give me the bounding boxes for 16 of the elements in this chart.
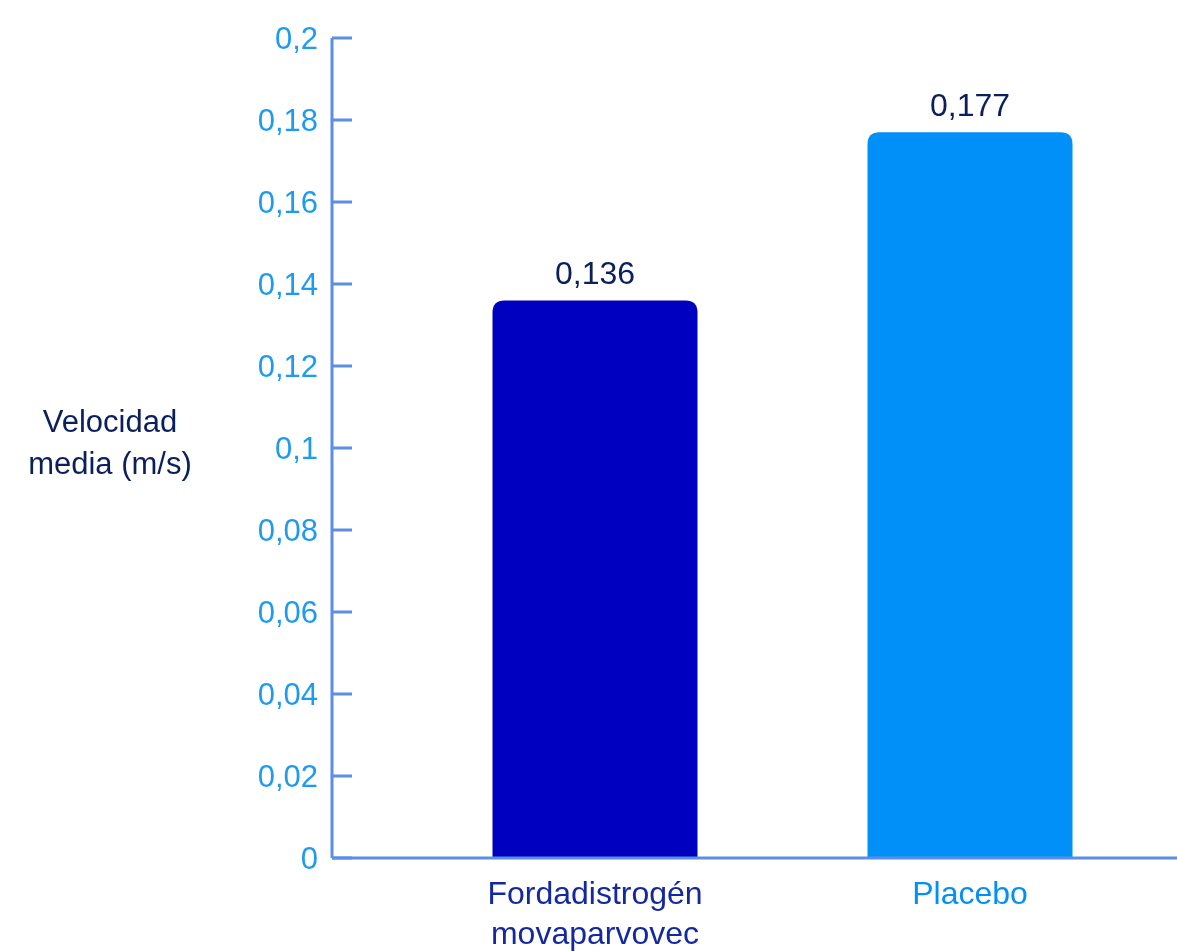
y-tick-label: 0,08 [257, 512, 318, 548]
y-tick-label: 0,2 [274, 20, 318, 56]
y-tick-label: 0,1 [274, 430, 318, 466]
x-tick-label: Fordadistrogén movaparvovec [487, 875, 703, 951]
y-tick-label: 0,04 [257, 676, 318, 712]
y-tick-label: 0,06 [257, 594, 318, 630]
y-tick-label: 0,16 [257, 184, 318, 220]
y-tick-label: 0,02 [257, 758, 318, 794]
y-tick-label: 0,14 [257, 266, 318, 302]
y-tick-label: 0 [300, 840, 318, 876]
y-tick-label: 0,12 [257, 348, 318, 384]
y-axis-title: Velocidad media (m/s) [28, 404, 192, 481]
y-tick-label: 0,18 [257, 102, 318, 138]
data-label: 0,136 [554, 255, 636, 292]
data-label: 0,177 [929, 87, 1011, 124]
x-tick-label: Placebo [912, 875, 1028, 911]
